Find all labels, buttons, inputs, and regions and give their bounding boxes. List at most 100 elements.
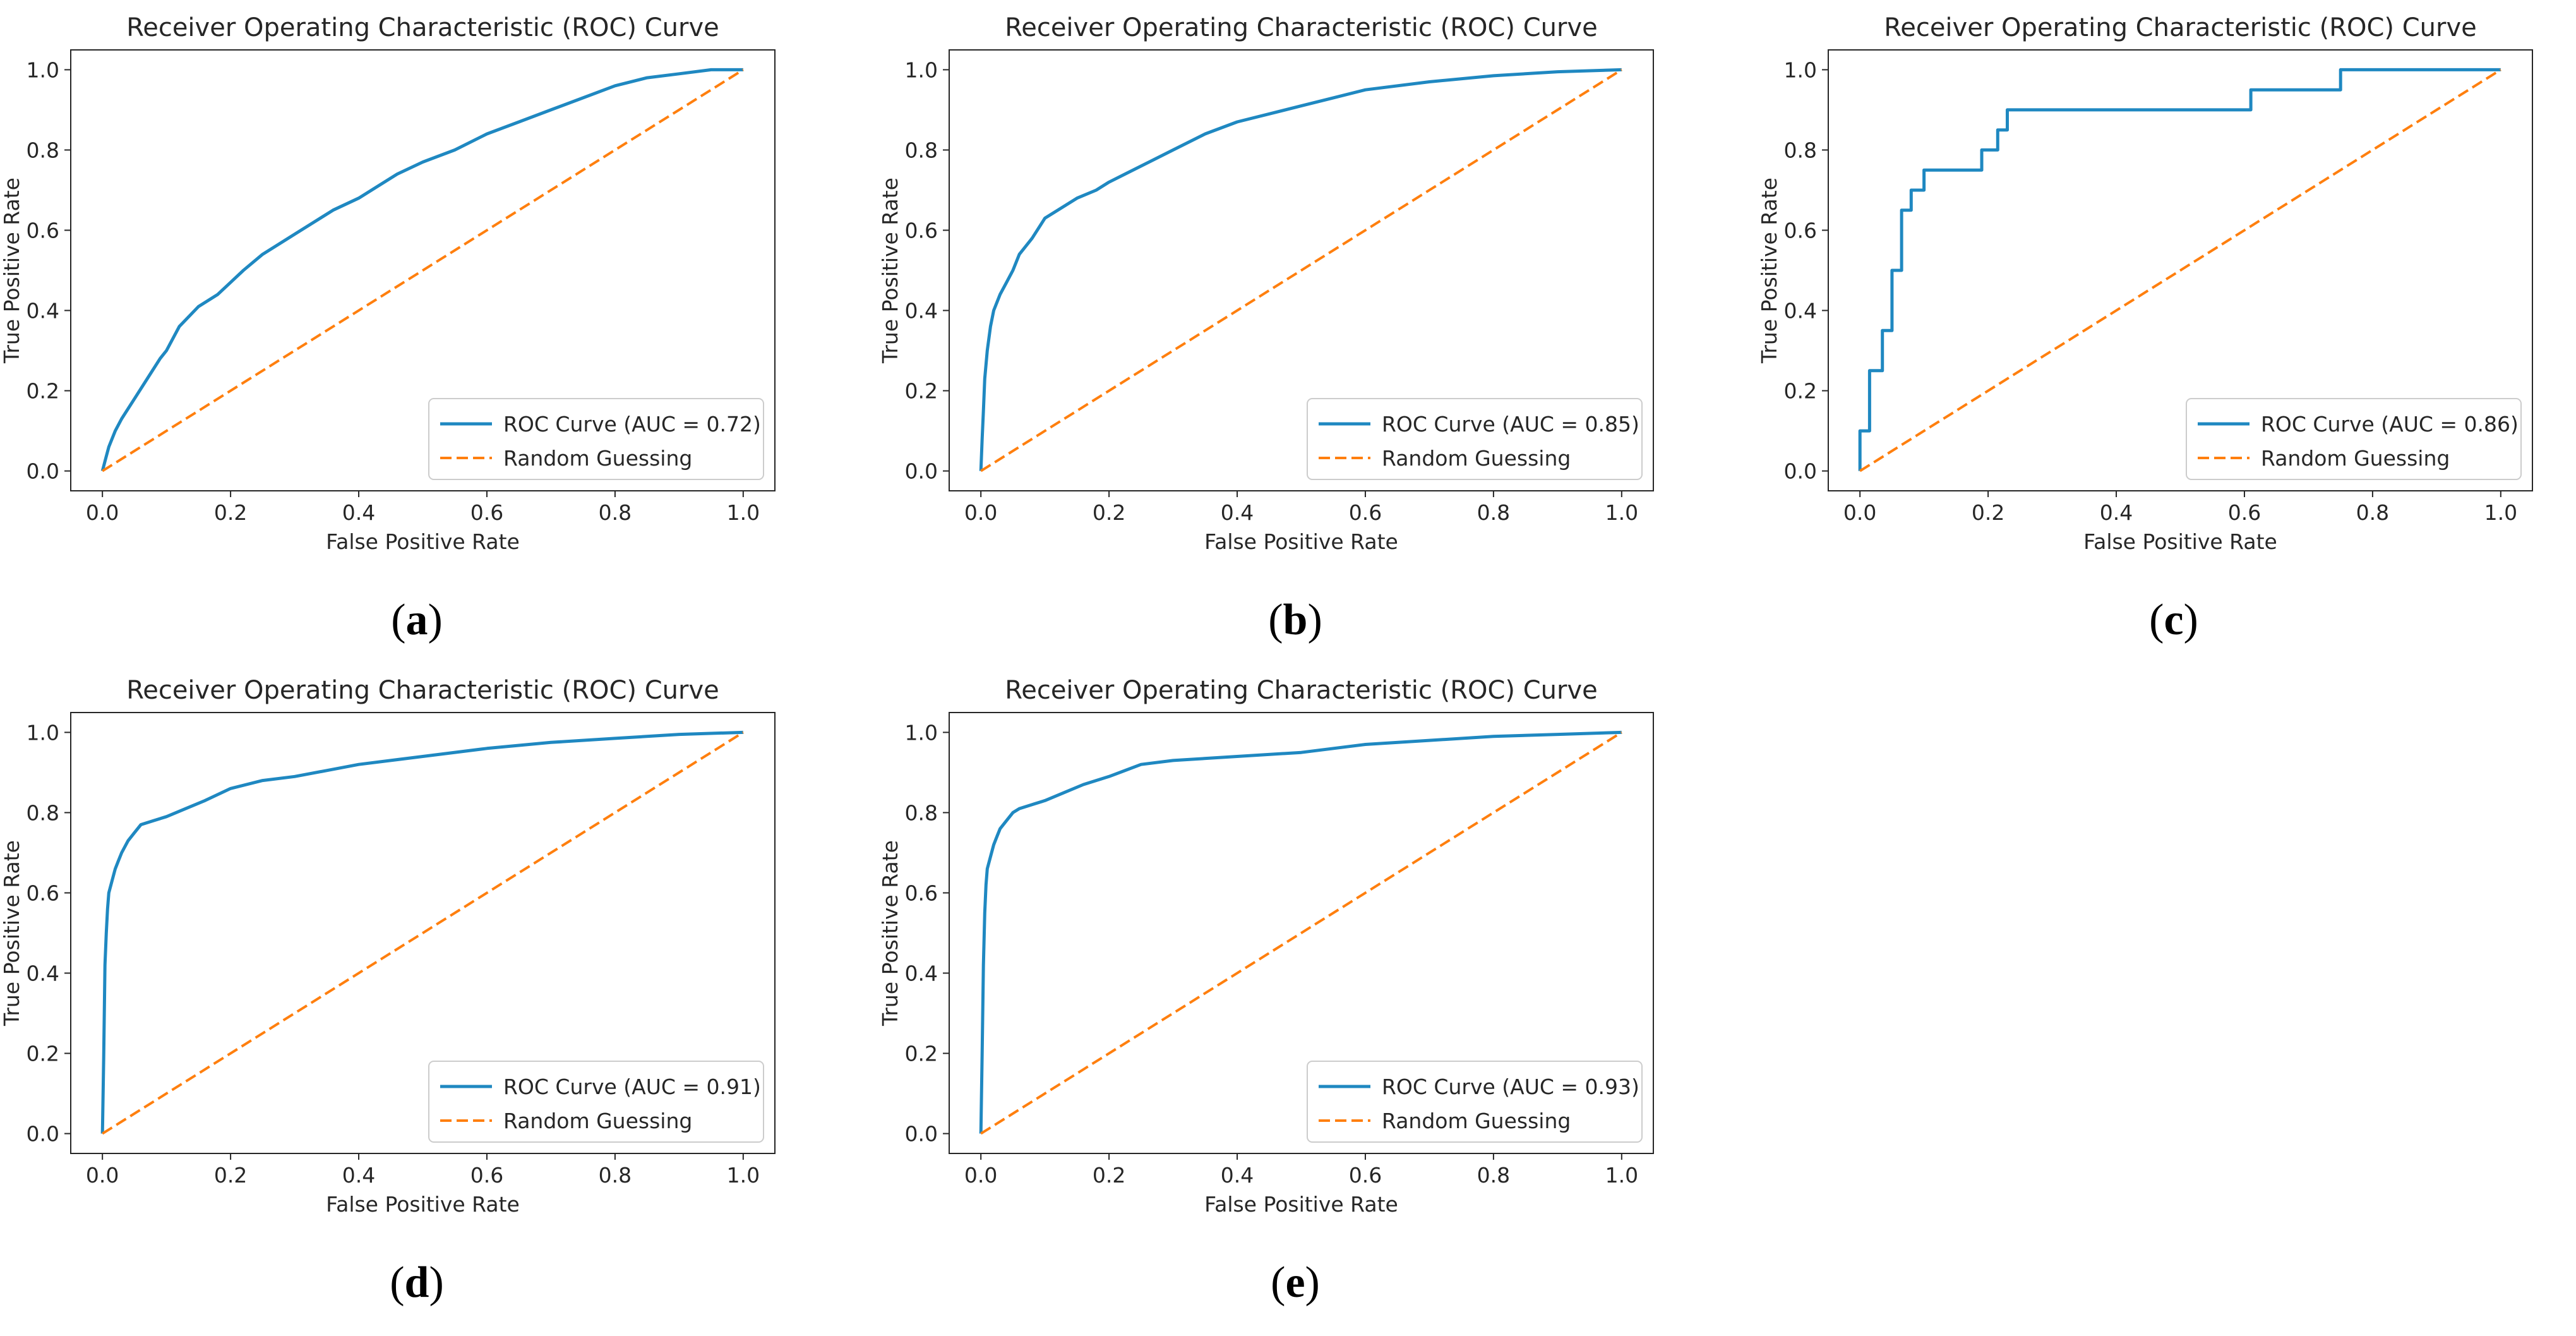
x-tick-label: 1.0 [2484,500,2517,525]
y-tick-label: 0.6 [905,881,938,905]
y-tick-label: 0.0 [905,1122,938,1146]
x-tick-label: 0.4 [1221,1163,1254,1188]
roc-curve-line [979,68,1622,471]
x-tick-label: 0.0 [86,1163,119,1188]
x-tick-label: 1.0 [727,1163,760,1188]
y-tick-label: 0.2 [1784,379,1817,404]
roc-panel-e: Receiver Operating Characteristic (ROC) … [878,676,1654,1307]
legend: ROC Curve (AUC = 0.86) Random Guessing [2186,398,2522,480]
random-guessing-line [980,68,1622,472]
y-tick-label: 0.6 [27,881,59,905]
x-tick-label: 0.0 [964,1163,997,1188]
x-tick-label: 0.0 [1843,500,1876,525]
y-tick-label: 0.2 [905,1042,938,1066]
y-tick-label: 0.4 [905,299,938,323]
x-tick-label: 0.0 [86,500,119,525]
x-tick-label: 0.6 [1349,500,1382,525]
panel-caption: (c) [2149,596,2198,644]
roc-panel-b: Receiver Operating Characteristic (ROC) … [878,13,1654,644]
y-tick-label: 1.0 [905,720,938,745]
x-tick-label: 0.2 [214,500,247,525]
x-tick-label: 0.4 [2100,500,2133,525]
x-axis-label: False Positive Rate [326,529,520,554]
x-tick-label: 0.8 [2356,500,2389,525]
y-tick-label: 0.6 [27,218,59,243]
y-tick-label: 0.4 [27,299,59,323]
x-tick-label: 0.8 [1477,1163,1510,1188]
chart-title: Receiver Operating Characteristic (ROC) … [1005,13,1598,42]
y-tick-label: 1.0 [1784,57,1817,82]
caption-close-paren: ) [1307,596,1322,644]
x-tick-label: 0.4 [342,1163,375,1188]
legend-random-label: Random Guessing [1382,1109,1571,1133]
x-axis-label: False Positive Rate [1204,1192,1398,1217]
y-tick-label: 1.0 [27,57,59,82]
legend-box [1307,398,1643,480]
legend: ROC Curve (AUC = 0.72) Random Guessing [428,398,764,480]
chart-title: Receiver Operating Characteristic (ROC) … [126,13,719,42]
roc-curve-line [1858,68,2501,471]
caption-open-paren: ( [391,596,405,644]
caption-open-paren: ( [2149,596,2164,644]
random-guessing-line [1859,68,2501,472]
random-guessing-line [980,731,1622,1135]
x-tick-label: 1.0 [727,500,760,525]
y-tick-label: 0.2 [27,379,59,404]
roc-panel-d: Receiver Operating Characteristic (ROC) … [0,676,776,1307]
y-tick-label: 0.0 [905,459,938,484]
legend-random-label: Random Guessing [503,1109,692,1133]
y-tick-label: 1.0 [27,720,59,745]
caption-letter: d [405,1258,429,1307]
panel-caption: (e) [1271,1258,1320,1307]
x-tick-label: 0.8 [599,500,632,525]
plot-frame [949,49,1654,491]
roc-panel-a: Receiver Operating Characteristic (ROC) … [0,13,776,644]
x-tick-label: 0.2 [214,1163,247,1188]
plot-frame [949,712,1654,1154]
chart-title: Receiver Operating Characteristic (ROC) … [1005,676,1598,705]
caption-open-paren: ( [1268,596,1283,644]
legend-roc-label: ROC Curve (AUC = 0.72) [503,412,761,436]
y-tick-label: 0.2 [27,1042,59,1066]
y-axis-label: True Positive Rate [878,840,902,1026]
caption-letter: a [406,596,428,644]
legend: ROC Curve (AUC = 0.85) Random Guessing [1307,398,1643,480]
y-tick-label: 0.4 [1784,299,1817,323]
legend-box [1307,1061,1643,1143]
y-tick-label: 0.6 [905,218,938,243]
y-tick-label: 0.0 [1784,459,1817,484]
x-tick-label: 0.2 [1972,500,2004,525]
y-tick-label: 0.2 [905,379,938,404]
y-tick-label: 1.0 [905,57,938,82]
x-tick-label: 0.6 [470,500,503,525]
legend-roc-label: ROC Curve (AUC = 0.85) [1382,412,1639,436]
y-axis-label: True Positive Rate [1757,178,1782,364]
x-tick-label: 0.2 [1093,1163,1125,1188]
caption-letter: c [2164,596,2183,644]
legend-random-label: Random Guessing [1382,446,1571,471]
y-tick-label: 0.8 [27,138,59,162]
y-tick-label: 0.8 [905,800,938,825]
plot-frame [1828,49,2533,491]
roc-curve-line [979,730,1622,1134]
y-axis-label: True Positive Rate [0,840,24,1026]
caption-close-paren: ) [428,596,443,644]
y-tick-label: 0.0 [27,1122,59,1146]
y-tick-label: 0.4 [27,961,59,986]
caption-open-paren: ( [390,1258,404,1307]
y-tick-label: 0.4 [905,961,938,986]
legend-roc-label: ROC Curve (AUC = 0.86) [2261,412,2519,436]
x-axis-label: False Positive Rate [1204,529,1398,554]
x-tick-label: 0.4 [342,500,375,525]
chart-title: Receiver Operating Characteristic (ROC) … [1884,13,2477,42]
x-tick-label: 1.0 [1605,500,1638,525]
x-axis-label: False Positive Rate [2083,529,2277,554]
caption-letter: b [1283,596,1308,644]
chart-title: Receiver Operating Characteristic (ROC) … [126,676,719,705]
roc-curve-line [100,68,743,472]
random-guessing-line [102,731,744,1135]
caption-close-paren: ) [2184,596,2198,644]
legend: ROC Curve (AUC = 0.91) Random Guessing [428,1061,764,1143]
x-tick-label: 0.6 [1349,1163,1382,1188]
